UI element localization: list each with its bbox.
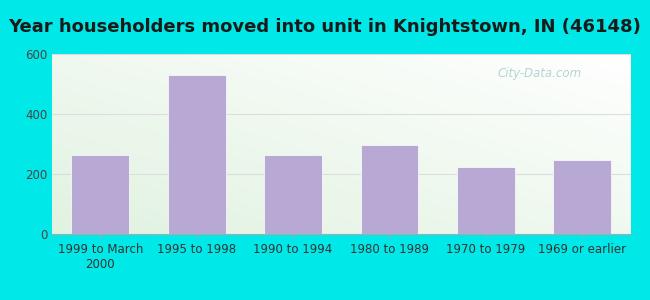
Bar	[361, 145, 419, 234]
Bar	[553, 160, 611, 234]
Text: City-Data.com: City-Data.com	[497, 67, 582, 80]
Bar	[457, 167, 515, 234]
Bar	[264, 154, 322, 234]
Bar	[168, 75, 226, 234]
Text: Year householders moved into unit in Knightstown, IN (46148): Year householders moved into unit in Kni…	[8, 18, 642, 36]
Bar	[72, 155, 129, 234]
